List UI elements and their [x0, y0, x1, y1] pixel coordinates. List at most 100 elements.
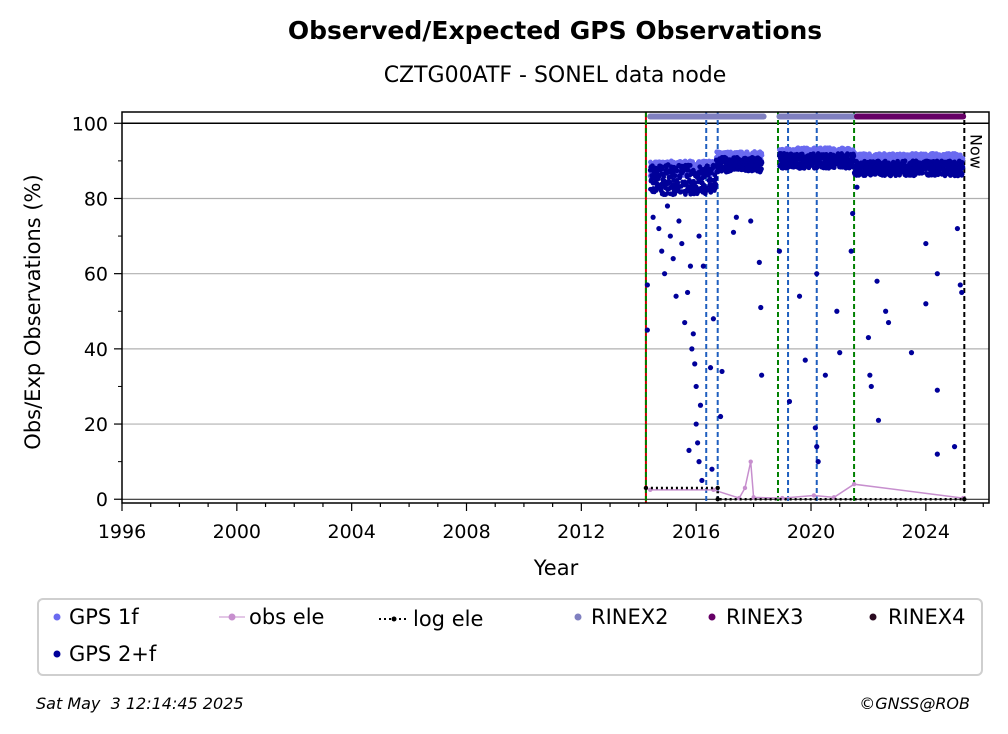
data-point-outlier [692, 361, 698, 367]
data-point [674, 168, 680, 174]
data-point-outlier [699, 477, 705, 484]
now-label: Now [966, 134, 985, 169]
data-point [870, 159, 876, 165]
series-log-ele-point [643, 485, 649, 491]
data-point [713, 175, 719, 181]
data-point-outlier [686, 447, 692, 453]
y-tick-label: 40 [84, 339, 108, 361]
legend-label: GPS 2+f [69, 642, 157, 666]
data-point-outlier [923, 301, 929, 307]
x-tick-label: 2016 [672, 521, 720, 543]
data-point-outlier [867, 372, 873, 378]
data-point-outlier [923, 240, 929, 247]
series-obs-ele-point [851, 482, 857, 487]
data-point-outlier [709, 466, 715, 472]
x-tick-label: 2008 [442, 521, 490, 543]
series-log-ele-point [962, 497, 967, 502]
data-point-outlier [700, 263, 706, 269]
series-obs-ele-point [811, 493, 817, 498]
data-point-outlier [951, 444, 958, 450]
data-point-outlier [693, 383, 699, 390]
data-point-outlier [874, 278, 880, 284]
y-tick-label: 20 [84, 414, 108, 436]
legend-label: GPS 1f [69, 605, 139, 629]
series-gps-2-f [644, 151, 966, 484]
data-point-outlier [684, 289, 691, 296]
series-obs-ele [650, 461, 964, 500]
legend-marker [49, 607, 65, 627]
legend-label: RINEX2 [591, 605, 669, 629]
x-axis-label: Year [533, 556, 579, 580]
y-tick-label: 80 [84, 188, 108, 210]
legend: GPS 1f obs ele log ele RINEX2 RINEX3 RIN… [37, 598, 983, 676]
data-point-outlier [656, 225, 662, 232]
data-point-outlier [865, 334, 872, 341]
data-point-outlier [756, 259, 762, 265]
data-point-outlier [758, 304, 764, 311]
data-point [672, 173, 678, 179]
data-point-outlier [693, 421, 699, 427]
data-point-outlier [815, 459, 821, 465]
data-point [759, 160, 765, 166]
series-obs-ele-point [742, 485, 748, 491]
data-point-outlier [786, 398, 793, 405]
data-point-outlier [670, 256, 676, 262]
data-point-outlier [854, 184, 860, 190]
y-tick-label: 100 [72, 113, 108, 135]
legend-marker [379, 609, 409, 629]
data-point-outlier [814, 271, 820, 277]
legend-label: RINEX3 [726, 605, 804, 629]
data-point-outlier [812, 425, 818, 431]
data-point-outlier [676, 218, 682, 224]
series-log-ele [645, 486, 965, 501]
data-point-outlier [875, 417, 882, 423]
x-tick-label: 2020 [787, 521, 835, 543]
data-point-outlier [730, 229, 737, 235]
data-point-outlier [934, 387, 940, 393]
data-point-outlier [644, 327, 650, 333]
footer-timestamp: Sat May 3 12:14:45 2025 [36, 694, 244, 713]
data-point [677, 174, 683, 179]
data-points [643, 113, 967, 502]
legend-item-rinex2: RINEX2 [569, 605, 669, 629]
data-point [759, 152, 765, 158]
data-point-outlier [934, 271, 940, 277]
data-point-outlier [850, 210, 856, 217]
x-tick-label: 2004 [327, 521, 375, 543]
data-point-outlier [719, 368, 725, 375]
legend-item-rinex3: RINEX3 [702, 605, 804, 629]
y-axis-label: Obs/Exp Observations (%) [21, 174, 45, 449]
legend-item-gps-2f: GPS 2+f [49, 642, 156, 666]
axes: 1996 2000 2004 2008 2012 2016 2020 2024 0 20 40 60 8… [72, 111, 990, 543]
x-tick-label: 2012 [557, 521, 605, 543]
data-point-outlier [697, 402, 704, 408]
x-tick-label: 2000 [213, 521, 261, 543]
data-point-outlier [650, 214, 656, 220]
data-point [660, 166, 665, 172]
data-point-outlier [837, 350, 843, 356]
series-log-ele-point [715, 485, 720, 491]
legend-label: obs ele [249, 605, 325, 629]
data-point-outlier [908, 350, 915, 356]
data-point [705, 173, 711, 178]
data-point-outlier [848, 248, 854, 254]
plot-frame [121, 111, 990, 504]
data-point-outlier [796, 293, 803, 299]
data-point-outlier [659, 248, 665, 254]
data-point-outlier [834, 308, 840, 314]
data-point [759, 166, 764, 172]
data-point [713, 181, 719, 187]
data-point-outlier [883, 308, 889, 314]
x-tick-label: 2024 [902, 521, 950, 543]
data-point [959, 159, 965, 165]
data-point-outlier [717, 413, 724, 420]
data-point [675, 180, 681, 185]
data-point [851, 153, 857, 159]
series-obs-ele-point [748, 459, 753, 464]
data-point-outlier [690, 331, 696, 337]
data-point-outlier [707, 365, 714, 371]
data-point-outlier [664, 203, 671, 209]
data-point-outlier [682, 319, 688, 326]
data-point-outlier [814, 444, 820, 450]
data-point-outlier [954, 225, 961, 232]
